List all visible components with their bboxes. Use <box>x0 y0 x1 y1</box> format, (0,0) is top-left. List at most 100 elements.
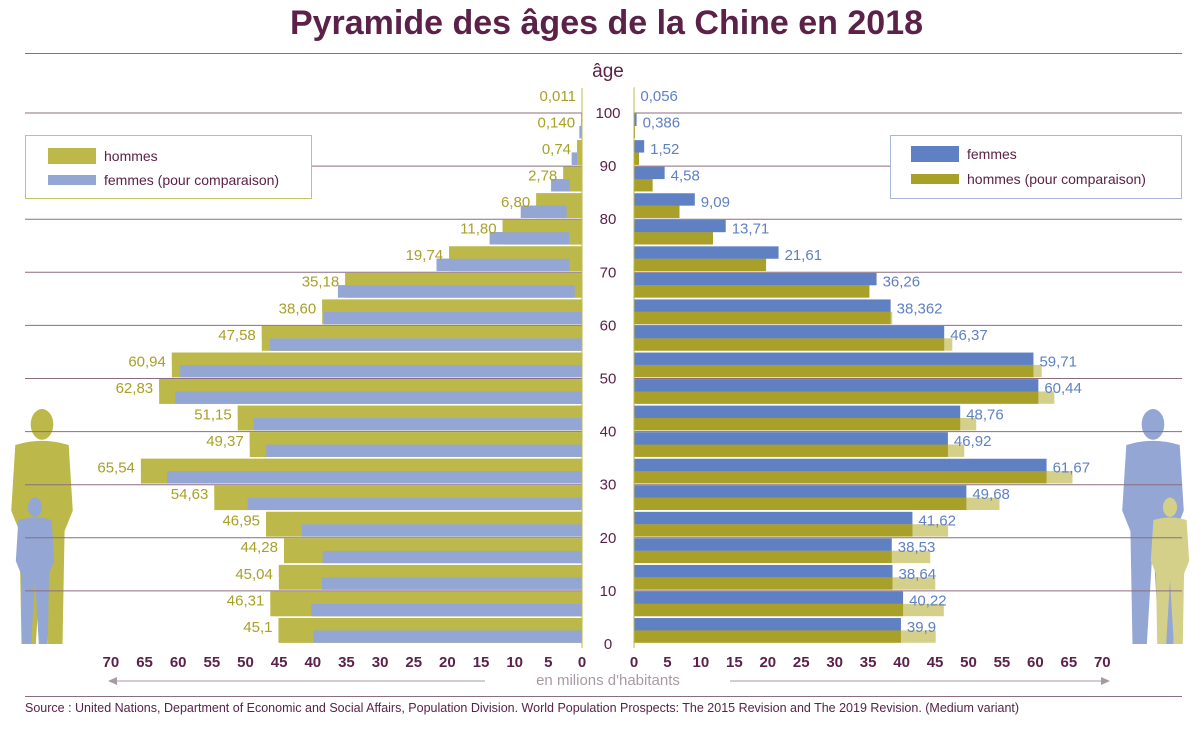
legend-label-women-compare: femmes (pour comparaison) <box>104 172 280 188</box>
legend-swatch-women-compare <box>48 175 96 185</box>
x-tick-label-right: 15 <box>726 654 743 671</box>
x-tick-label-left: 45 <box>271 654 288 671</box>
value-label-women: 49,68 <box>972 486 1010 503</box>
value-label-men: 45,04 <box>235 566 273 583</box>
bar-women <box>634 140 645 153</box>
value-label-women: 1,52 <box>650 141 679 158</box>
value-label-men: 2,78 <box>528 168 557 185</box>
age-tick-label: 70 <box>600 264 617 281</box>
bar-women <box>634 299 891 312</box>
arrow-right-icon <box>1101 677 1110 685</box>
bar-men <box>140 458 582 472</box>
value-label-women: 21,61 <box>785 247 823 264</box>
x-tick-label-right: 60 <box>1027 654 1044 671</box>
x-tick-label-left: 35 <box>338 654 355 671</box>
legend-swatch-women <box>911 146 959 162</box>
x-tick-label-right: 65 <box>1061 654 1078 671</box>
value-label-women: 38,64 <box>899 566 937 583</box>
age-tick-label: 40 <box>600 424 617 441</box>
bar-women-compare-front <box>436 258 570 272</box>
silhouette-woman-icon-head <box>1141 409 1165 440</box>
bar-men-compare <box>634 338 945 351</box>
bar-women-compare <box>571 152 582 165</box>
silhouette-girl-icon-head <box>1162 497 1178 517</box>
x-tick-label-left: 5 <box>544 654 552 671</box>
bar-men <box>449 246 582 259</box>
bar-women <box>634 219 726 233</box>
bar-men <box>270 591 582 604</box>
x-tick-label-right: 5 <box>663 654 671 671</box>
bar-women-compare-front <box>266 444 582 457</box>
bar-men <box>536 193 582 206</box>
bar-women <box>634 272 877 286</box>
bar-women-compare-front <box>323 311 582 325</box>
value-label-men: 62,83 <box>116 380 154 397</box>
bar-men <box>171 352 583 365</box>
bar-women <box>634 618 901 631</box>
age-tick-label: 60 <box>600 317 617 334</box>
bar-men-compare <box>634 391 1039 404</box>
value-label-men: 46,31 <box>227 592 265 609</box>
value-label-women: 46,92 <box>954 433 992 450</box>
bar-men-compare <box>634 577 893 590</box>
bar-women-compare-front <box>520 205 567 218</box>
value-label-women: 0,056 <box>640 88 678 105</box>
bar-women-compare-front <box>301 524 582 537</box>
bar-women-compare <box>579 125 582 139</box>
bar-women-compare-front <box>337 285 575 298</box>
x-tick-label-right: 25 <box>793 654 810 671</box>
silhouette-boy-icon <box>15 497 55 644</box>
age-tick-label: 0 <box>604 636 612 653</box>
bar-men <box>159 379 582 392</box>
x-tick-label-left: 60 <box>170 654 187 671</box>
silhouettes-group <box>11 409 1190 644</box>
bar-women <box>634 511 913 525</box>
bar-women <box>634 246 779 259</box>
bar-women-compare-front <box>489 232 570 245</box>
legend-swatch-men <box>48 148 96 164</box>
source-rule <box>25 696 1182 697</box>
x-tick-label-right: 35 <box>860 654 877 671</box>
bar-women-compare-front <box>269 338 582 351</box>
value-label-women: 41,62 <box>918 513 956 530</box>
bar-women-compare-front <box>311 603 582 617</box>
bar-women <box>634 591 904 604</box>
title-rule <box>25 53 1182 54</box>
age-tick-label: 90 <box>600 158 617 175</box>
age-tick-label: 100 <box>595 105 620 122</box>
value-label-women: 9,09 <box>701 194 730 211</box>
arrow-left-icon <box>108 677 117 685</box>
bar-women-compare-front <box>180 364 582 378</box>
value-label-men: 46,95 <box>222 513 260 530</box>
legend-men: hommes femmes (pour comparaison) <box>25 135 312 199</box>
bar-men <box>261 326 582 339</box>
value-label-men: 44,28 <box>240 539 278 556</box>
bar-women <box>634 564 893 578</box>
bar-women <box>634 113 637 126</box>
bar-women-compare-front <box>322 550 582 564</box>
value-label-women: 40,22 <box>909 592 947 609</box>
silhouette-boy-icon-head <box>27 497 43 517</box>
bars-group <box>140 87 1073 643</box>
value-label-men: 45,1 <box>243 619 272 636</box>
silhouette-girl-icon <box>1150 497 1190 644</box>
bar-women-compare-front <box>175 391 582 404</box>
bar-women-compare-front <box>313 630 582 643</box>
value-label-women: 39,9 <box>907 619 936 636</box>
value-label-men: 47,58 <box>218 327 256 344</box>
x-tick-label-right: 50 <box>960 654 977 671</box>
bar-women-compare-front <box>253 417 582 431</box>
bar-men-compare <box>634 179 653 192</box>
x-tick-label-right: 55 <box>994 654 1011 671</box>
bar-women-compare-front <box>579 125 581 139</box>
age-tick-label: 10 <box>600 583 617 600</box>
bar-men <box>278 564 582 578</box>
bar-men <box>345 272 582 286</box>
legend-label-men: hommes <box>104 148 158 164</box>
bar-women <box>634 485 967 498</box>
x-tick-label-left: 30 <box>372 654 389 671</box>
bar-women <box>634 193 695 206</box>
bar-men-compare <box>634 471 1047 484</box>
age-tick-label: 30 <box>600 477 617 494</box>
